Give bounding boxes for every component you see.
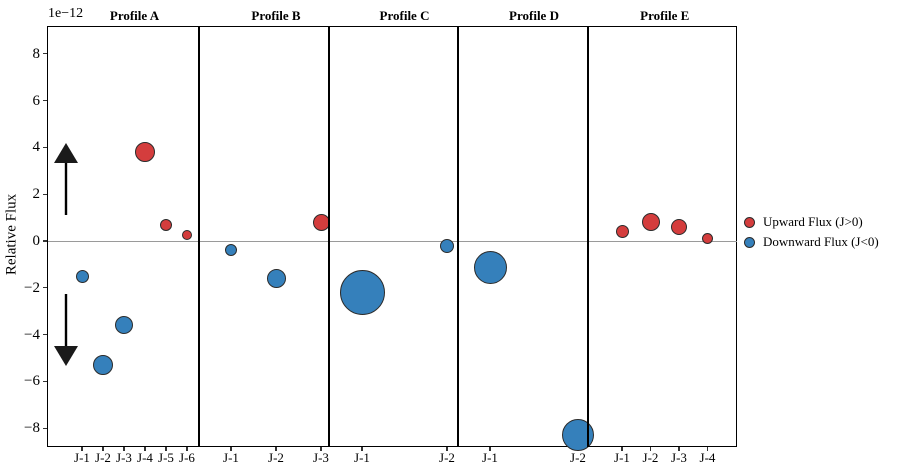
x-tick-mark: [81, 447, 83, 451]
x-tick-label: J-2: [95, 450, 111, 465]
y-tick-mark: [43, 53, 47, 55]
x-tick-label: J-4: [137, 450, 153, 465]
y-tick-mark: [43, 287, 47, 289]
x-tick-label: J-2: [439, 450, 455, 465]
legend-label-downward: Downward Flux (J<0): [763, 234, 879, 249]
x-tick-mark: [275, 447, 277, 451]
legend-item-upward-flux: Upward Flux (J>0): [744, 212, 879, 232]
panel-divider: [587, 26, 589, 447]
x-tick-mark: [361, 447, 363, 451]
data-point-Profile-B-J-2: [266, 268, 286, 288]
x-tick-mark: [706, 447, 709, 451]
x-tick-mark: [186, 447, 188, 451]
y-tick-mark: [43, 427, 47, 429]
data-point-Profile-A-J-3: [115, 316, 133, 335]
x-tick-label: J-1: [354, 450, 370, 465]
legend-item-downward-flux: Downward Flux (J<0): [744, 232, 879, 252]
y-tick-mark: [43, 100, 47, 102]
y-tick-label: −6: [24, 373, 40, 390]
y-tick-label: 6: [32, 92, 41, 109]
plot-area: [47, 26, 737, 447]
x-tick-label: J-2: [570, 450, 586, 465]
y-axis-offset-label: 1e−12: [48, 6, 84, 21]
x-tick-mark: [144, 447, 146, 451]
panel-divider: [198, 26, 200, 447]
data-point-Profile-A-J-6: [182, 230, 192, 241]
y-tick-mark: [43, 146, 47, 148]
data-point-Profile-E-J-1: [615, 225, 629, 239]
y-tick-label: −4: [24, 326, 40, 343]
x-tick-label: J-2: [268, 450, 284, 465]
data-point-Profile-D-J-1: [473, 251, 507, 285]
data-point-Profile-A-J-1: [75, 269, 89, 283]
panel-title-b: Profile B: [251, 8, 301, 23]
y-tick-label: 0: [32, 233, 41, 249]
legend-label-upward: Upward Flux (J>0): [763, 214, 863, 229]
x-tick-mark: [489, 447, 491, 451]
data-point-Profile-A-J-4: [135, 142, 155, 163]
panel-title-c: Profile C: [379, 8, 430, 23]
upward-flux-marker-icon: [744, 216, 755, 228]
panel-title-e: Profile E: [640, 8, 690, 23]
x-tick-mark: [320, 447, 322, 451]
panel-divider: [457, 26, 459, 447]
x-tick-mark: [123, 447, 125, 451]
y-tick-label: −2: [24, 279, 40, 296]
data-point-Profile-A-J-5: [160, 218, 172, 231]
x-tick-mark: [102, 447, 104, 451]
x-tick-label: J-6: [179, 450, 195, 465]
data-point-Profile-A-J-2: [93, 355, 113, 376]
panel-title-d: Profile D: [509, 8, 559, 23]
downward-flux-marker-icon: [744, 236, 755, 248]
x-tick-label: J-5: [158, 450, 174, 465]
x-tick-label: J-3: [116, 450, 132, 465]
x-tick-label: J-1: [614, 450, 630, 465]
data-point-Profile-E-J-4: [702, 233, 713, 245]
data-point-Profile-E-J-2: [641, 213, 660, 232]
data-point-Profile-E-J-3: [671, 218, 687, 235]
x-tick-mark: [678, 447, 680, 451]
x-tick-mark: [165, 447, 167, 451]
data-point-Profile-C-J-2: [440, 238, 454, 253]
x-tick-label: J-1: [223, 450, 239, 465]
x-tick-label: J-1: [482, 450, 498, 465]
y-tick-label: 4: [32, 139, 41, 156]
zero-flux-gridline: [47, 240, 737, 242]
y-tick-mark: [43, 193, 47, 195]
down-arrow-icon: [54, 294, 78, 366]
x-tick-label: J-1: [74, 450, 90, 465]
up-arrow-icon: [54, 143, 78, 215]
x-tick-mark: [230, 447, 232, 451]
data-point-Profile-B-J-3: [312, 213, 330, 231]
panel-divider: [328, 26, 330, 447]
y-tick-label: −8: [24, 420, 40, 437]
y-tick-mark: [43, 240, 47, 242]
x-tick-mark: [621, 447, 623, 451]
x-tick-mark: [649, 447, 652, 451]
panel-title-a: Profile A: [109, 8, 160, 23]
data-point-Profile-B-J-1: [225, 244, 237, 257]
y-tick-mark: [43, 380, 47, 382]
y-tick-label: 2: [32, 186, 41, 203]
x-tick-label: J-3: [671, 450, 687, 465]
y-tick-mark: [43, 334, 47, 336]
x-tick-mark: [446, 447, 448, 451]
legend: Upward Flux (J>0) Downward Flux (J<0): [744, 212, 879, 252]
data-point-Profile-D-J-2: [562, 419, 594, 452]
x-tick-label: J-2: [642, 450, 659, 465]
x-tick-label: J-3: [313, 450, 329, 465]
x-tick-label: J-4: [699, 450, 716, 465]
y-tick-label: 8: [32, 45, 41, 62]
data-point-Profile-C-J-1: [339, 269, 385, 315]
